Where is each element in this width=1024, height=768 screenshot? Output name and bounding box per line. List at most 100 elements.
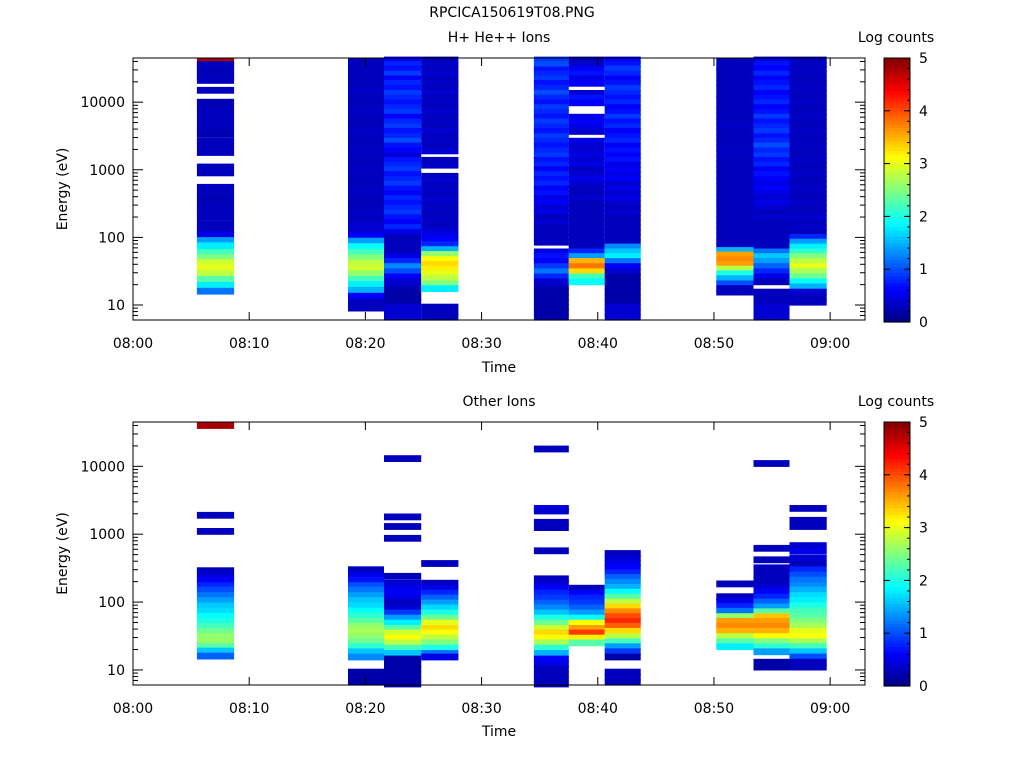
colorbar-segment [884,567,910,572]
spectrogram-cell [348,118,384,126]
spectrogram-cell [348,182,384,190]
spectrogram-cell [789,109,827,116]
spectrogram-cell [421,619,459,627]
spectrogram-cell [348,93,384,101]
colorbar-segment [884,633,910,638]
x-axis-label: Time [481,724,516,740]
spectrogram-cell [196,249,235,256]
spectrogram-cell [384,263,422,270]
colorbar-segment [884,672,910,677]
spectrogram-cell [753,638,790,646]
spectrogram-cell [753,643,790,651]
colorbar-segment [884,639,910,644]
spectrogram-cell [348,144,384,152]
spectrogram-cell [421,560,459,567]
spectrogram-cell [604,308,641,316]
spectrogram-cell [384,619,422,627]
spectrogram-cell [533,268,569,276]
y-tick-label: 1000 [89,163,125,179]
spectrogram-cell [753,648,790,656]
spectrogram-cell [421,614,459,622]
colorbar-segment [884,478,910,482]
x-tick-label: 09:00 [810,336,850,352]
y-tick-label: 100 [98,230,125,246]
spectrogram-cell [753,133,790,140]
spectrogram-cell [421,94,459,102]
colorbar-segment [884,534,910,539]
colorbar-segment [884,199,910,204]
colorbar-segment [884,458,910,463]
spectrogram-cell [604,65,641,73]
spectrogram-cell [348,668,384,676]
spectrogram-cell [421,584,459,592]
spectrogram-cell [533,156,569,164]
spectrogram-cell [604,678,641,686]
spectrogram-cell [568,258,605,265]
colorbar-segment [884,488,910,492]
colorbar-segment [884,236,910,241]
spectrogram-cell [789,607,827,615]
spectrogram-cell [421,99,459,107]
spectrogram-cell [196,612,235,620]
spectrogram-cell [716,251,754,259]
spectrogram-cell [421,85,459,92]
spectrogram-cell [716,118,754,125]
spectrogram-cell [348,648,384,656]
spectrogram-cell [568,604,605,612]
spectrogram-cell [716,107,754,114]
spectrogram-cell [604,185,641,193]
spectrogram-cell [421,61,459,68]
colorbar-segment [884,514,910,519]
spectrogram-cell [348,216,384,224]
colorbar-segment [884,524,910,529]
spectrogram-cell [716,139,754,147]
spectrogram-cell [604,550,641,557]
spectrogram-cell [348,304,384,312]
spectrogram-cell [196,169,235,177]
colorbar-segment [884,94,910,99]
colorbar-segment [884,471,910,476]
spectrogram-cell [384,85,422,92]
spectrogram-cell [196,137,235,144]
spectrogram-cell [604,56,641,64]
colorbar-segment [884,104,910,109]
spectrogram-cell [716,628,754,635]
spectrogram-cell [789,234,827,241]
spectrogram-cell [753,214,790,222]
spectrogram-cell [384,142,422,150]
spectrogram-cell [384,572,422,580]
colorbar-tick-label: 4 [919,468,928,484]
spectrogram-cell [604,633,641,640]
spectrogram-cell [384,190,422,198]
colorbar-segment [884,262,910,267]
spectrogram-cell [348,243,384,250]
spectrogram-cell [604,298,641,306]
spectrogram-cell [789,85,827,92]
spectrogram-cell [421,90,459,97]
spectrogram-cell [384,176,422,183]
spectrogram-cell [384,209,422,217]
spectrogram-cell [384,670,422,678]
spectrogram-cell [533,118,569,126]
spectrogram-cell [384,625,422,632]
spectrogram-cell [421,270,459,278]
spectrogram-cell [568,263,605,270]
colorbar-segment [884,100,910,105]
colorbar-segment [884,629,910,634]
spectrogram-cell [716,280,754,288]
spectrogram-cell [384,513,422,521]
colorbar-tick-label: 2 [919,209,928,225]
spectrogram-cell [533,70,569,78]
spectrogram-cell [716,285,754,292]
spectrogram-cell [196,567,235,575]
spectrogram-cell [533,190,569,198]
spectrogram-cell [421,177,459,185]
colorbar-segment [884,653,910,657]
spectrogram-cell [753,569,790,577]
spectrogram-cell [348,259,384,267]
spectrogram-cell [716,112,754,120]
spectrogram-cell [789,56,827,64]
colorbar-segment [884,468,910,473]
colorbar-segment [884,593,910,598]
spectrogram-cell [348,155,384,163]
